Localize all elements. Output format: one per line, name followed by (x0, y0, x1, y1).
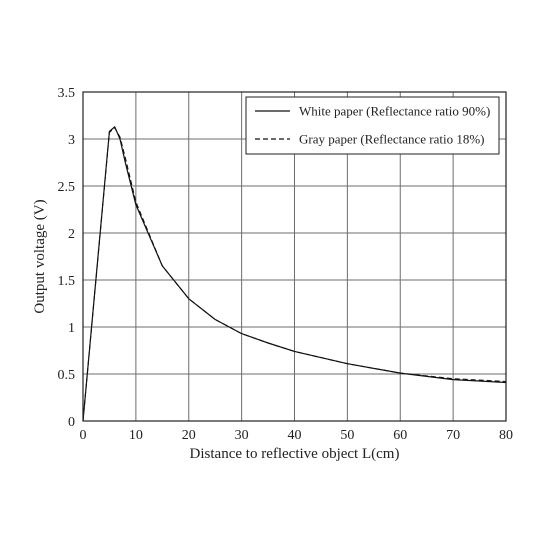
white-paper-series-line (82, 126, 507, 422)
x-tick-label: 20 (182, 428, 196, 443)
tick-labels: 0 10 20 30 40 50 60 70 80 0 0.5 1 1.5 2 2.5 3 3.5 (58, 86, 514, 443)
legend-label: White paper (Reflectance ratio 90%) (299, 104, 490, 119)
y-tick-label: 0 (68, 415, 75, 430)
y-tick-label: 1.5 (58, 274, 76, 289)
legend-label: Gray paper (Reflectance ratio 18%) (299, 132, 485, 147)
y-tick-label: 0.5 (58, 368, 76, 383)
y-axis-label: Output voltage (V) (32, 199, 48, 313)
legend-item: White paper (Reflectance ratio 90%) (255, 104, 490, 119)
x-tick-label: 0 (80, 428, 87, 443)
legend: White paper (Reflectance ratio 90%) Gray … (245, 96, 500, 155)
x-tick-label: 80 (499, 428, 513, 443)
x-tick-label: 60 (393, 428, 407, 443)
y-tick-label: 3.5 (58, 86, 76, 101)
plot-frame (82, 91, 507, 422)
x-axis-label: Distance to reflective object L(cm) (190, 446, 400, 462)
x-tick-label: 30 (235, 428, 249, 443)
y-tick-label: 2 (68, 227, 75, 242)
legend-box (245, 96, 500, 155)
y-tick-label: 3 (68, 133, 75, 148)
x-tick-label: 10 (129, 428, 143, 443)
y-tick-label: 2.5 (58, 180, 76, 195)
legend-item: Gray paper (Reflectance ratio 18%) (255, 132, 485, 147)
x-tick-label: 70 (446, 428, 460, 443)
legend-items: White paper (Reflectance ratio 90%) Gray … (255, 104, 490, 147)
x-tick-label: 40 (288, 428, 302, 443)
x-tick-label: 50 (340, 428, 354, 443)
series-lines (82, 126, 507, 422)
y-tick-label: 1 (68, 321, 75, 336)
